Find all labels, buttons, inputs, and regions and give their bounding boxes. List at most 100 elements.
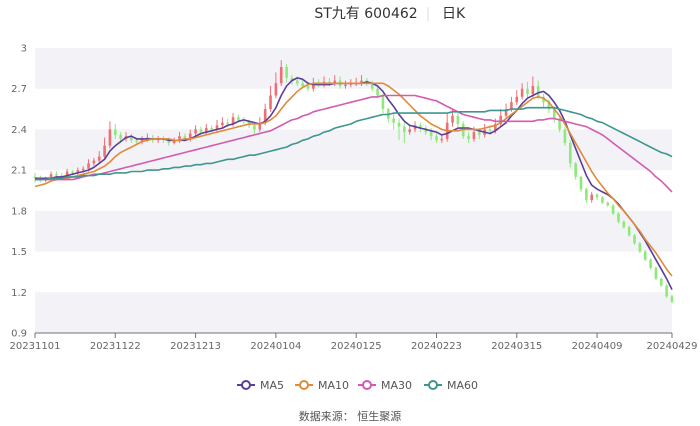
- candle-body: [585, 189, 588, 200]
- candle-body: [531, 86, 535, 95]
- x-tick-label: 20240429: [647, 341, 698, 352]
- candle-body: [547, 102, 551, 110]
- candle-body: [76, 170, 80, 173]
- candle-body: [49, 174, 53, 179]
- candle-body: [376, 88, 379, 96]
- candle-body: [397, 122, 401, 127]
- y-tick-label: 1.8: [11, 206, 27, 217]
- candle-body: [119, 134, 122, 139]
- candle-body: [103, 145, 106, 157]
- candle-body: [87, 163, 90, 169]
- candle-body: [274, 83, 278, 96]
- y-tick-label: 3: [21, 44, 27, 55]
- candle-body: [344, 84, 347, 86]
- candle-body: [199, 129, 203, 133]
- candle-body: [312, 83, 315, 89]
- candle-body: [269, 95, 272, 110]
- candle-body: [194, 129, 197, 134]
- background-band: [35, 292, 672, 333]
- candle-body: [654, 267, 658, 279]
- candle-body: [499, 115, 503, 124]
- candle-body: [633, 235, 636, 244]
- legend-label: MA30: [381, 379, 412, 392]
- candle-body: [204, 128, 208, 133]
- candle-body: [435, 136, 438, 141]
- x-tick-label: 20240125: [331, 341, 382, 352]
- moving-average-lines: [34, 77, 673, 290]
- candle-body: [113, 129, 117, 135]
- chart-header: ST九有 600462 日K: [314, 6, 466, 22]
- x-tick-label: 20231101: [10, 341, 61, 352]
- background-band: [35, 210, 672, 252]
- candle-body: [467, 136, 470, 139]
- legend-marker: [428, 380, 438, 390]
- candle-body: [258, 122, 262, 130]
- legend-label: MA60: [447, 379, 478, 392]
- candle-body: [659, 278, 663, 286]
- candle-body: [477, 132, 481, 135]
- y-tick-label: 0.9: [11, 329, 27, 340]
- candle-body: [333, 80, 337, 84]
- candle-body: [408, 129, 412, 133]
- x-tick-label: 20231122: [90, 341, 141, 352]
- candle-body: [456, 115, 460, 124]
- candle-body: [627, 227, 631, 236]
- candle-body: [178, 136, 181, 141]
- x-tick-label: 20240223: [411, 341, 462, 352]
- x-axis: 20231101 20231122 20231213 20240104 20240125…: [10, 332, 698, 352]
- candle-body: [472, 132, 476, 139]
- candle-body: [440, 138, 444, 141]
- legend-label: MA5: [260, 379, 284, 392]
- series-line-ma10: [34, 82, 673, 277]
- legend: MA5 MA10 MA30 MA60: [237, 379, 478, 392]
- background-bands: [35, 48, 672, 333]
- candle-body: [611, 205, 615, 214]
- candle-body: [55, 174, 58, 176]
- x-tick-label: 20240315: [491, 341, 542, 352]
- background-band: [35, 48, 672, 89]
- candle-body: [488, 129, 492, 131]
- candle-body: [92, 160, 96, 164]
- legend-marker: [299, 380, 309, 390]
- candle-body: [71, 171, 74, 173]
- candle-body: [670, 296, 674, 302]
- candle-body: [279, 67, 283, 84]
- candle-body: [167, 140, 171, 143]
- candle-body: [510, 102, 513, 110]
- candle-body: [370, 83, 374, 89]
- candle-body: [494, 124, 497, 131]
- candle-body: [108, 129, 112, 146]
- candle-body: [403, 126, 406, 133]
- series-line-ma5: [35, 77, 673, 290]
- candle-body: [515, 96, 519, 103]
- candle-body: [563, 129, 567, 143]
- candle-body: [526, 88, 529, 95]
- candle-body: [542, 96, 545, 103]
- y-tick-label: 1.2: [11, 288, 27, 299]
- y-tick-label: 2.4: [11, 125, 27, 136]
- candle-body: [215, 125, 219, 130]
- candle-body: [665, 285, 668, 297]
- candle-body: [306, 86, 310, 89]
- candle-body: [210, 128, 213, 130]
- candle-body: [290, 77, 294, 81]
- candle-body: [579, 176, 583, 190]
- candle-body: [520, 88, 524, 97]
- candle-body: [253, 125, 256, 130]
- candle-body: [183, 136, 187, 139]
- candle-body: [97, 156, 101, 161]
- candle-body: [221, 122, 224, 126]
- legend-marker: [241, 380, 251, 390]
- x-tick-label: 20240409: [572, 341, 623, 352]
- series-line-ma60: [35, 106, 673, 181]
- candle-body: [285, 67, 288, 78]
- candle-body: [392, 118, 395, 123]
- candle-body: [601, 197, 604, 203]
- candle-body: [552, 109, 556, 119]
- series-line-ma30: [35, 94, 673, 193]
- chart-subtitle: 日K: [442, 6, 466, 22]
- y-tick-label: 2.7: [11, 84, 27, 95]
- y-axis: 0.9 1.2 1.5 1.8 2.1 2.4 2.7 3: [11, 44, 27, 340]
- candle-body: [574, 163, 577, 177]
- candle-body: [188, 133, 192, 139]
